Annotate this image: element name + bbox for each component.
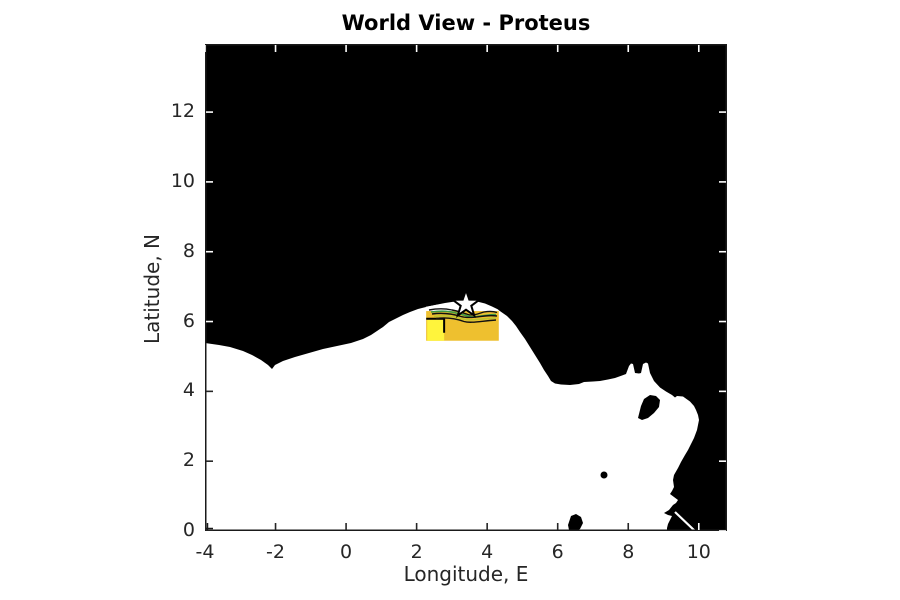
x-tick-label: 4 (481, 541, 494, 563)
y-tick-label: 6 (182, 309, 195, 332)
x-tick-label: 6 (551, 541, 564, 563)
axes-frame (205, 44, 727, 531)
y-tick-label: 0 (182, 519, 195, 541)
y-tick-label: 4 (182, 379, 195, 402)
island-principe (600, 471, 608, 479)
sub-region (427, 319, 445, 341)
contour-band-yellowgreen (433, 315, 497, 321)
sub-region-border (426, 317, 446, 333)
star-marker (449, 287, 483, 318)
river-sliver (674, 511, 696, 531)
x-tick-label: 10 (686, 541, 711, 563)
x-tick-label: -2 (266, 541, 285, 563)
x-tick-label: 8 (622, 541, 635, 563)
y-axis-label-text: Latitude, N (140, 234, 164, 344)
island-bioko (638, 395, 660, 420)
x-axis-label: Longitude, E (403, 562, 529, 586)
contour-line-3 (435, 317, 497, 323)
contour-line-1 (428, 308, 498, 316)
y-tick-label: 2 (182, 449, 195, 472)
x-tick-label: 0 (340, 541, 353, 563)
y-tick-label: 8 (182, 239, 195, 262)
island-saotome (568, 514, 583, 531)
contour-line-2 (431, 312, 498, 319)
y-tick-label: 12 (170, 100, 195, 123)
map-plot (205, 44, 727, 531)
y-tick-label: 10 (170, 169, 195, 192)
x-tick-label: 2 (410, 541, 423, 563)
x-tick-label: -4 (195, 541, 215, 563)
plot-title: World View - Proteus (341, 11, 591, 35)
